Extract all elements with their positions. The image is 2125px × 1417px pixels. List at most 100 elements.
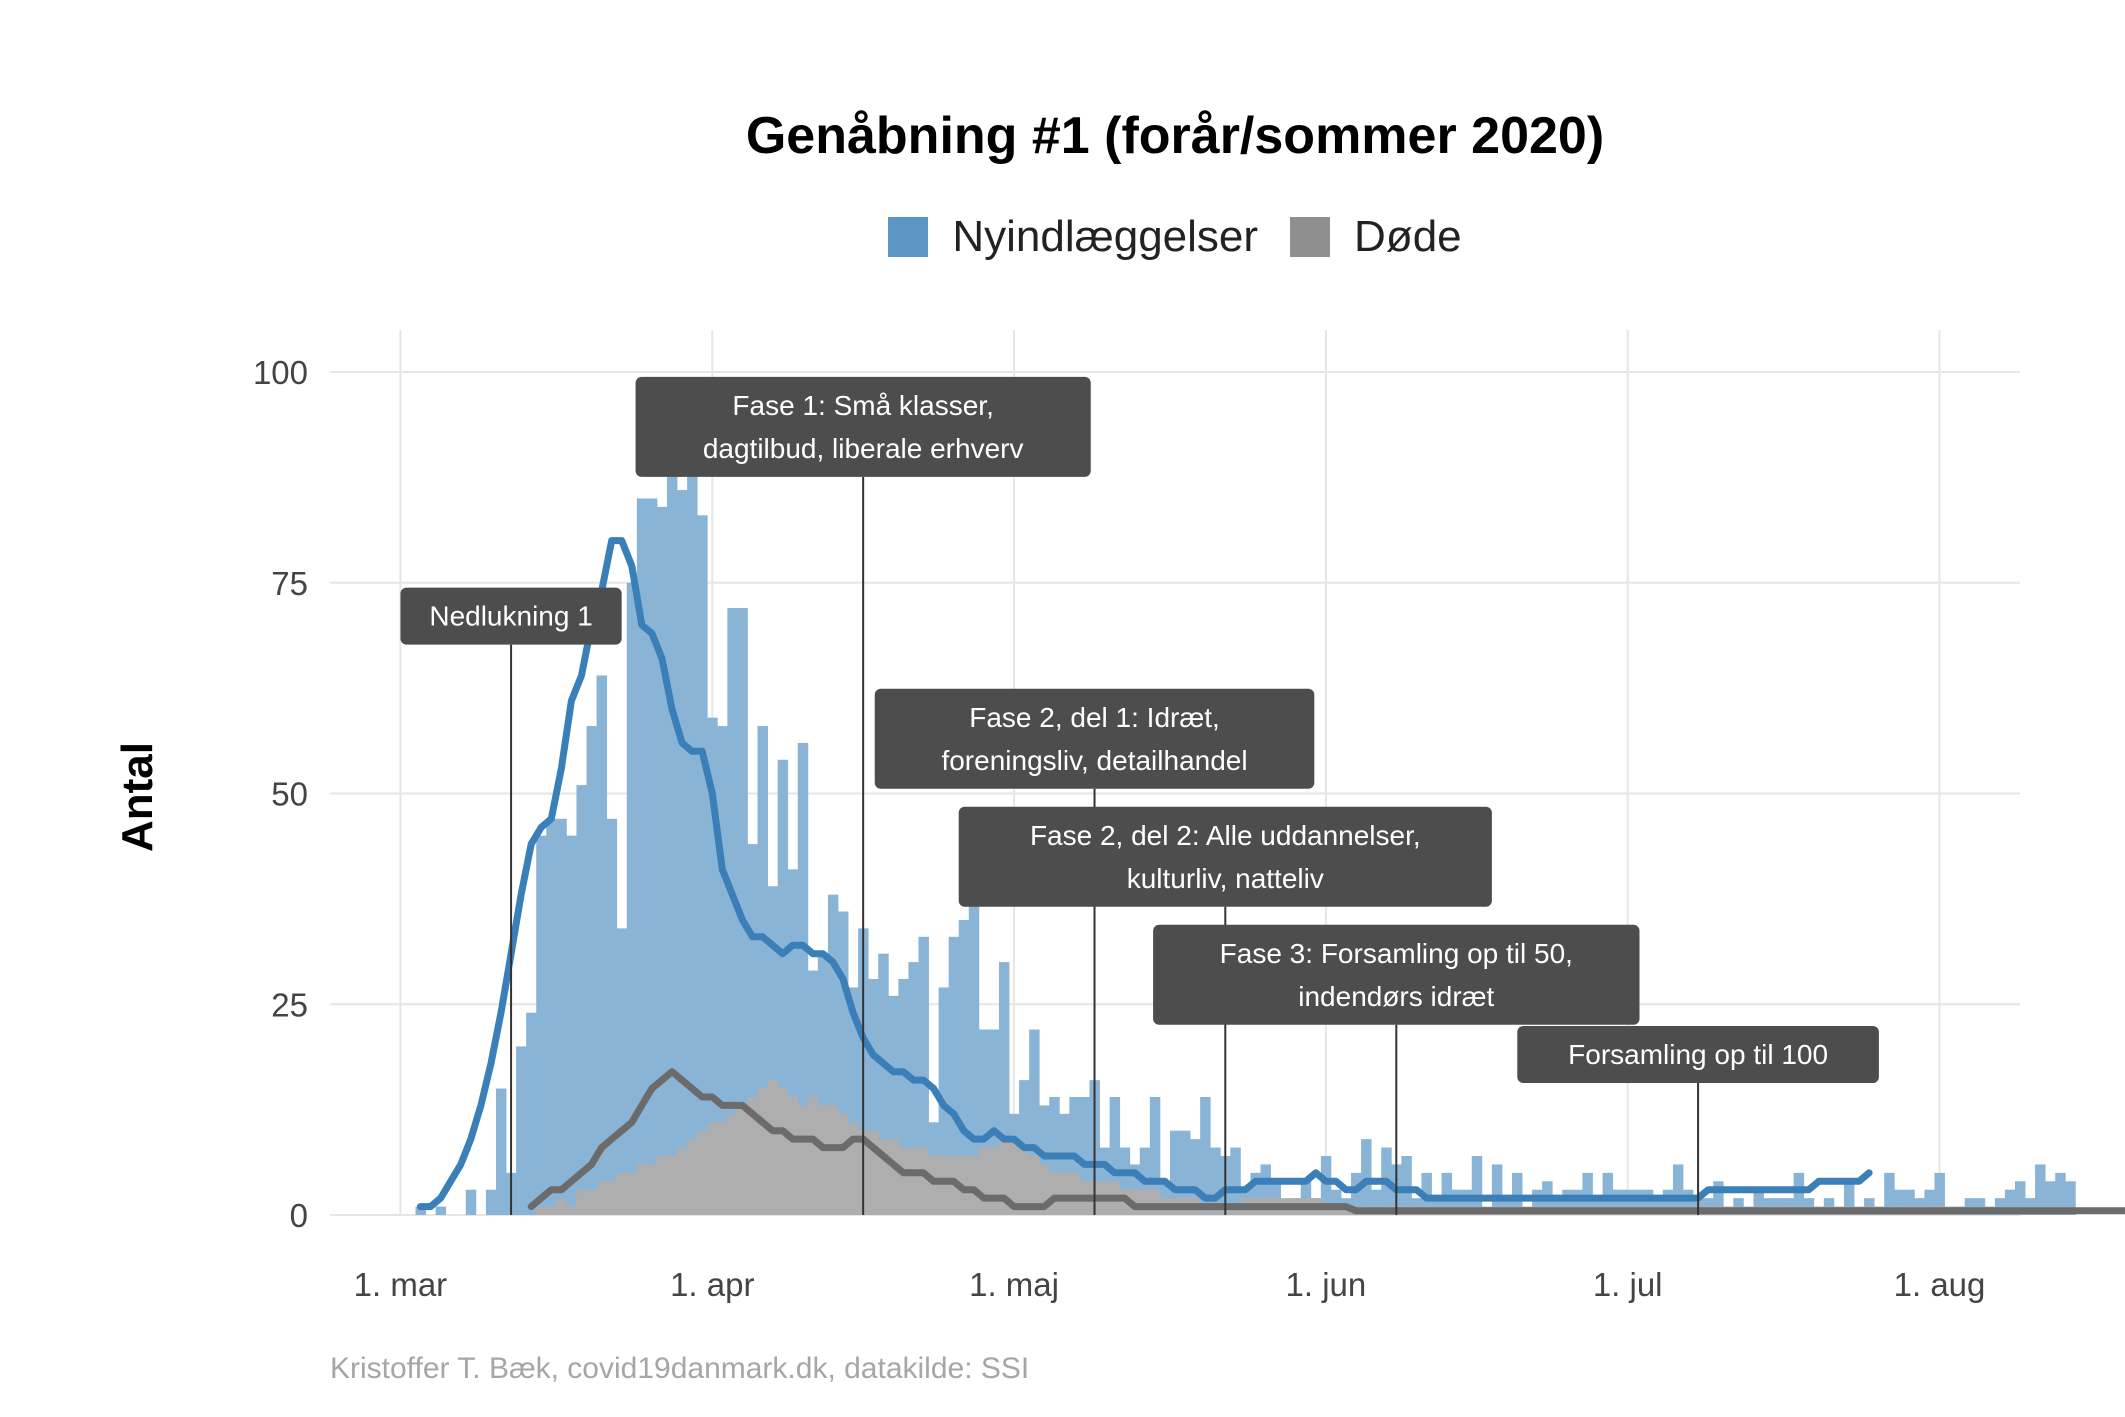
bar-nyindlaeggelser [1683,1189,1694,1215]
bar-doede [566,1206,577,1215]
x-tick-label: 1. mar [354,1266,448,1303]
bar-nyindlaeggelser [1119,1147,1131,1215]
bar-nyindlaeggelser [1672,1164,1684,1215]
x-tick-label: 1. aug [1894,1266,1986,1303]
bar-nyindlaeggelser [1330,1189,1342,1215]
annotation-label: Fase 2, del 1: Idræt, [969,702,1220,733]
bar-doede [767,1080,779,1215]
bar-doede [868,1130,879,1215]
annotation-label: Fase 3: Forsamling op til 50, [1220,938,1573,969]
bar-doede [1009,1139,1020,1215]
bar-doede [1029,1155,1040,1215]
bar-doede [737,1105,748,1215]
bar-doede [1019,1147,1030,1215]
bar-nyindlaeggelser [848,987,859,1215]
bar-nyindlaeggelser [1169,1130,1181,1215]
bar-doede [777,1088,789,1215]
bar-nyindlaeggelser [1351,1172,1362,1215]
legend: Nyindlæggelser Døde [0,212,2125,262]
legend-swatch [1290,217,1331,257]
bar-nyindlaeggelser [1642,1189,1654,1215]
bar-nyindlaeggelser [1622,1189,1634,1215]
bar-nyindlaeggelser [1109,1096,1121,1215]
bar-nyindlaeggelser [2065,1181,2076,1215]
annotation-box [1517,1025,1879,1083]
annotation-box [635,376,1091,477]
bar-nyindlaeggelser [495,1088,507,1215]
axes: 0 25 50 75 100 1. mar 1. apr 1. maj 1. jun 1. jul… [253,354,1985,1303]
bar-nyindlaeggelser [626,582,638,1215]
bar-nyindlaeggelser [677,490,688,1215]
bar-nyindlaeggelser [777,759,789,1215]
bar-doede [707,1122,718,1215]
x-tick-label: 1. jun [1286,1266,1367,1303]
bar-nyindlaeggelser [878,953,889,1215]
bar-doede [838,1113,849,1215]
bar-doede [1330,1206,1342,1215]
annotation-label: kulturliv, natteliv [1127,863,1324,894]
bar-doede [697,1130,708,1215]
bar-nyindlaeggelser [1401,1155,1412,1215]
annotation-label: Fase 2, del 2: Alle uddannelser, [1030,820,1421,851]
bar-doede [757,1088,768,1215]
bar-nyindlaeggelser [757,726,768,1215]
bar-nyindlaeggelser [2025,1198,2036,1215]
annotation-box [1153,924,1640,1025]
bar-nyindlaeggelser [717,726,728,1215]
bar-doede [1340,1206,1352,1215]
bar-nyindlaeggelser [898,978,909,1215]
bar-nyindlaeggelser [1149,1096,1161,1215]
bar-nyindlaeggelser [1662,1189,1674,1215]
bar-doede [848,1122,859,1215]
annotation-label: Fase 1: Små klasser, [732,390,993,421]
bar-nyindlaeggelser [1843,1181,1855,1215]
bar-nyindlaeggelser [666,439,678,1215]
bar-nyindlaeggelser [1934,1172,1945,1215]
annotation-label: dagtilbud, liberale erhverv [703,433,1024,464]
smooth-lines [417,537,2125,1215]
y-tick-label: 25 [271,986,308,1023]
bar-nyindlaeggelser [1894,1189,1905,1215]
bar-nyindlaeggelser [797,742,809,1215]
bar-nyindlaeggelser [2004,1189,2016,1215]
bar-doede [978,1147,990,1215]
bar-doede [1149,1189,1161,1215]
bar-nyindlaeggelser [576,785,587,1215]
annotations: Nedlukning 1 Fase 1: Små klasser, dagtilbu… [400,376,1879,1215]
bar-doede [616,1172,628,1215]
bar-doede [606,1181,618,1215]
bar-nyindlaeggelser [1461,1189,1473,1215]
bar-nyindlaeggelser [918,936,929,1215]
annotation-label: Forsamling op til 100 [1568,1039,1828,1070]
bar-doede [596,1181,608,1215]
x-tick-label: 1. apr [670,1266,754,1303]
bar-doede [747,1096,758,1215]
bar-nyindlaeggelser [1904,1189,1915,1215]
bar-nyindlaeggelser [1361,1139,1372,1215]
bar-nyindlaeggelser [1582,1172,1593,1215]
bar-doede [878,1139,889,1215]
bar-doede [646,1164,658,1215]
bar-nyindlaeggelser [2035,1164,2046,1215]
bar-doede [656,1155,668,1215]
bar-nyindlaeggelser [1230,1147,1241,1215]
bar-doede [1039,1164,1050,1215]
bar-nyindlaeggelser [1471,1155,1483,1215]
bar-nyindlaeggelser [978,1029,990,1215]
bar-nyindlaeggelser [636,498,648,1215]
bar-nyindlaeggelser [958,919,970,1215]
chart-title: Genåbning #1 (forår/sommer 2020) [745,107,1605,165]
bar-nyindlaeggelser [415,1206,426,1215]
bar-nyindlaeggelser [596,675,608,1215]
x-tick-label: 1. jul [1593,1266,1663,1303]
bar-doede [666,1155,678,1215]
line-doede [527,1068,2125,1215]
bar-doede [586,1189,597,1215]
bar-nyindlaeggelser [1250,1172,1261,1215]
bar-nyindlaeggelser [787,869,799,1215]
bar-nyindlaeggelser [2055,1172,2066,1215]
bar-nyindlaeggelser [1562,1189,1573,1215]
bar-doede [556,1198,567,1215]
bar-doede [576,1189,587,1215]
